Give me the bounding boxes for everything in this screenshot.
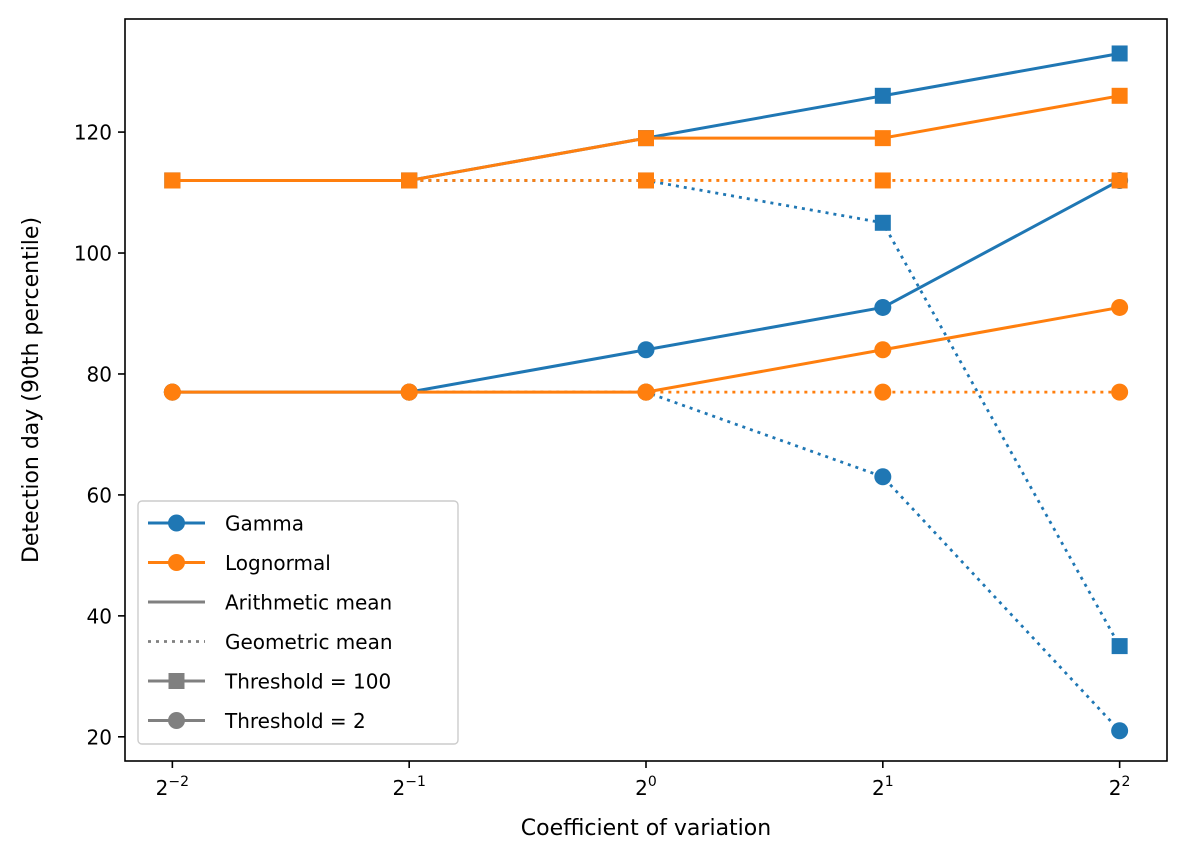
data-point [1111,87,1128,104]
x-tick-label: 20 [635,774,657,800]
legend-entry: Arithmetic mean [148,591,392,615]
series-lognormal-geometric-threshold-100 [164,172,1128,189]
data-point [1111,722,1129,740]
legend-entry: Gamma [148,512,304,536]
x-tick-label: 2−2 [156,774,189,800]
data-point [400,383,418,401]
data-point [638,130,654,147]
legend-label: Arithmetic mean [225,591,392,615]
data-point [874,214,891,231]
x-tick-label: 22 [1109,774,1131,800]
legend-box [137,500,459,745]
data-point [401,172,418,189]
legend: Gamma Lognormal Arithmetic mean Geometric m… [137,500,459,745]
y-tick-label: 40 [87,604,112,628]
data-point [637,341,655,359]
legend-label: Gamma [225,512,304,536]
legend-marker [168,673,185,689]
data-point [638,172,654,189]
data-point [874,87,891,104]
series-lognormal-geometric-threshold-2 [163,383,1129,401]
y-tick-label: 120 [74,121,112,145]
x-axis-label: Coefficient of variation [521,816,771,841]
data-point [164,172,181,189]
y-tick-label: 60 [87,483,112,507]
legend-marker [168,554,185,571]
legend-marker [168,712,185,729]
y-tick-label: 80 [87,362,112,386]
data-point [874,468,892,486]
data-point [874,298,892,316]
data-point [874,341,892,359]
legend-label: Threshold = 100 [224,670,391,694]
data-point [1111,638,1128,655]
series-layer [163,45,1129,740]
y-axis-label: Detection day (90th percentile) [19,217,44,563]
legend-entry: Threshold = 100 [148,670,391,694]
legend-marker [168,514,185,532]
y-tick-label: 100 [74,242,112,266]
legend-label: Geometric mean [225,630,393,654]
data-point [1111,45,1128,62]
data-point [1111,172,1128,189]
y-tick-label: 20 [87,725,112,749]
legend-label: Lognormal [225,551,331,575]
legend-entry: Geometric mean [148,630,393,654]
legend-entry: Threshold = 2 [148,709,366,733]
data-point [874,172,891,189]
data-point [1111,383,1129,401]
data-point [874,130,891,147]
data-point [874,383,892,401]
axes-layer: 20 40 60 80 100 120 2−2 2−1 20 21 22 [74,18,1168,800]
x-tick-label: 2−1 [392,774,425,800]
legend-entry: Lognormal [148,551,331,575]
x-tick-label: 21 [872,774,894,800]
data-point [637,383,655,401]
data-point [1111,298,1129,316]
data-point [163,383,181,401]
legend-label: Threshold = 2 [224,709,366,733]
